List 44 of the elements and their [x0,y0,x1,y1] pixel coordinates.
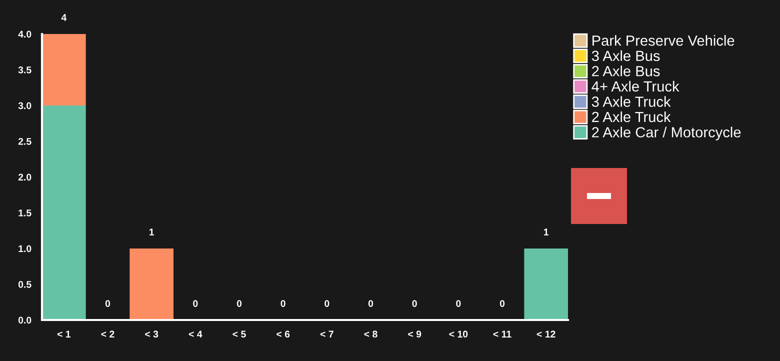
x-tick-label: < 1 [57,330,71,338]
x-tick-label: < 11 [493,330,512,338]
bar [130,248,174,320]
legend-label: 3 Axle Bus [592,50,660,62]
legend-label: Park Preserve Vehicle [592,35,734,46]
total-label: 0 [236,300,242,307]
y-tick-label: 2.0 [18,174,32,181]
x-tick-label: < 8 [364,330,378,338]
x-tick-label: < 6 [276,330,290,338]
x-tick-label: < 3 [145,330,158,338]
x-tick-label: < 2 [101,330,114,338]
legend-label: 4+ Axle Truck [592,80,680,92]
y-tick-label: 3.0 [18,102,32,110]
legend-label: 2 Axle Car / Motorcycle [592,126,741,140]
total-label: 0 [324,300,330,307]
total-label: 0 [500,300,505,307]
legend-label: 3 Axle Truck [592,96,671,107]
x-tick-label: < 4 [188,330,202,338]
y-tick-label: 4.0 [18,30,32,38]
total-label: 0 [105,300,110,307]
bar [524,248,568,320]
total-label: 1 [544,228,549,236]
x-tick-label: < 9 [408,330,422,338]
bar [42,106,86,320]
total-label: 1 [149,228,154,236]
y-tick-label: 0.5 [18,280,32,288]
bar [42,34,86,106]
legend-label: 2 Axle Bus [592,66,660,76]
y-tick-label: 3.5 [18,66,32,74]
x-tick-label: < 5 [232,330,246,338]
x-tick-label: < 12 [536,330,556,338]
x-tick-label: < 7 [320,330,334,338]
legend-label: 2 Axle Truck [592,111,671,122]
y-tick-label: 0.0 [18,316,32,324]
total-label: 0 [412,300,417,307]
total-label: 0 [456,300,461,307]
total-label: 4 [61,14,67,21]
total-label: 0 [280,300,286,307]
total-label: 0 [193,300,198,307]
total-label: 0 [368,300,374,307]
x-tick-label: < 10 [449,330,468,338]
y-tick-label: 2.5 [18,138,32,145]
y-tick-label: 1.0 [18,245,32,252]
y-tick-label: 1.5 [18,210,32,216]
